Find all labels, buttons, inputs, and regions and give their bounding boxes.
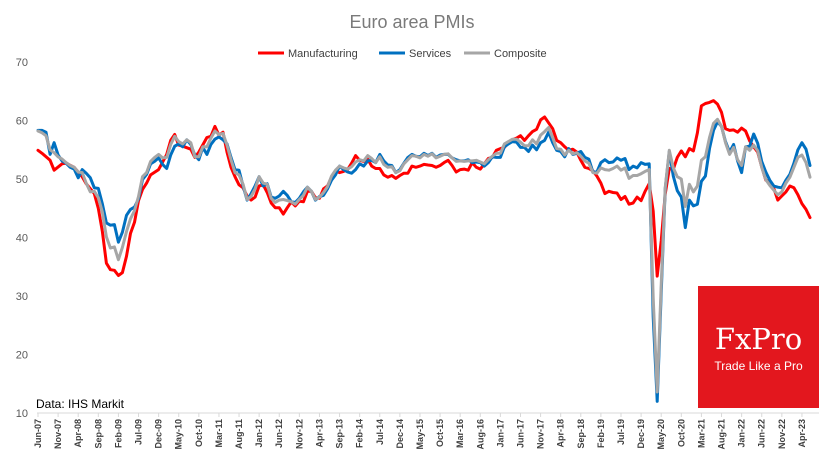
x-tick-label: Dec-09	[154, 419, 164, 449]
y-tick-label: 60	[16, 116, 28, 128]
x-tick-label: May-20	[656, 419, 666, 450]
x-tick-label: Oct-15	[435, 419, 445, 447]
x-tick-label: Jun-07	[33, 419, 43, 448]
x-tick-label: Nov-12	[294, 419, 304, 449]
y-tick-label: 50	[16, 174, 28, 186]
x-tick-label: May-10	[174, 419, 184, 450]
x-tick-label: Apr-13	[314, 419, 324, 448]
series-line-composite	[36, 117, 812, 394]
x-tick-label: Feb-14	[355, 419, 365, 448]
y-tick-label: 10	[16, 408, 28, 420]
y-axis: 10 20 30 40 50 60 70	[16, 57, 28, 420]
legend: Manufacturing Services Composite	[258, 48, 547, 60]
x-tick-label: Nov-22	[777, 419, 787, 449]
x-tick-label: Jan-22	[737, 419, 747, 448]
x-tick-label: Jun-17	[515, 419, 525, 448]
x-tick-label: Dec-19	[636, 419, 646, 449]
x-tick-label: Nov-17	[536, 419, 546, 449]
x-tick-label: Jul-09	[134, 419, 144, 445]
chart-title: Euro area PMIs	[349, 12, 474, 32]
logo-brand: FxPro	[714, 322, 803, 356]
x-tick-label: Mar-16	[455, 419, 465, 448]
series-layer	[36, 99, 812, 403]
x-tick-label: Oct-20	[676, 419, 686, 447]
legend-label-composite: Composite	[494, 48, 547, 60]
source-note: Data: IHS Markit	[36, 397, 125, 411]
x-tick-label: Apr-23	[797, 419, 807, 448]
x-tick-label: Feb-19	[596, 419, 606, 448]
y-tick-label: 40	[16, 233, 28, 245]
x-tick-label: Feb-09	[113, 419, 123, 448]
fxpro-logo: FxPro Trade Like a Pro	[698, 286, 819, 408]
x-tick-label: Mar-11	[214, 419, 224, 448]
x-tick-label: Aug-21	[717, 419, 727, 450]
x-tick-label: May-15	[415, 419, 425, 450]
x-tick-label: Sep-08	[93, 419, 103, 449]
logo-tagline: Trade Like a Pro	[714, 359, 803, 373]
x-tick-label: Jan-12	[254, 419, 264, 448]
legend-label-services: Services	[409, 48, 452, 60]
legend-label-manufacturing: Manufacturing	[288, 48, 358, 60]
x-tick-label: Oct-10	[194, 419, 204, 447]
x-tick-label: Apr-18	[556, 419, 566, 448]
y-tick-label: 30	[16, 291, 28, 303]
x-tick-label: Nov-07	[53, 419, 63, 449]
y-tick-label: 70	[16, 57, 28, 69]
y-tick-label: 20	[16, 350, 28, 362]
x-tick-label: Aug-16	[475, 419, 485, 450]
x-tick-label: Jul-19	[616, 419, 626, 445]
x-tick-label: Mar-21	[696, 419, 706, 448]
x-tick-label: Jun-22	[757, 419, 767, 448]
x-tick-label: Jan-17	[495, 419, 505, 448]
x-tick-label: Aug-11	[234, 419, 244, 449]
x-tick-label: Apr-08	[73, 419, 83, 448]
x-axis: Jun-07 Nov-07 Apr-08 Sep-08 Feb-09 Jul-09 Dec-…	[33, 413, 807, 450]
x-tick-label: Jun-12	[274, 419, 284, 448]
x-tick-label: Jul-14	[375, 419, 385, 445]
x-tick-label: Sep-13	[335, 419, 345, 449]
x-tick-label: Dec-14	[395, 419, 405, 449]
x-tick-label: Sep-18	[576, 419, 586, 449]
